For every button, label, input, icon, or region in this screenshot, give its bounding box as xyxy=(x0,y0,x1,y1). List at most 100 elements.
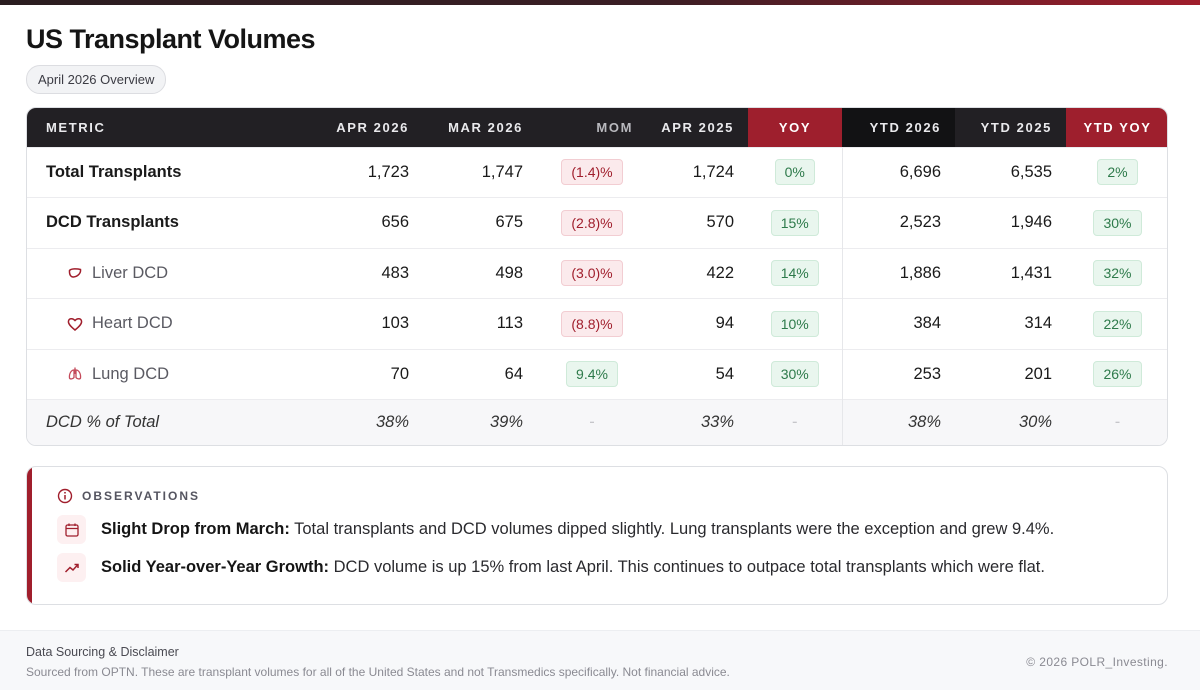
summary-ytdyoy-cell: - xyxy=(1066,399,1167,445)
mar2026-cell: 113 xyxy=(423,298,537,349)
ytdyoy-cell: 32% xyxy=(1066,247,1167,299)
ytdyoy-cell: 22% xyxy=(1066,298,1167,349)
ytdyoy-cell: 30% xyxy=(1066,197,1167,248)
ytd2026-cell: 253 xyxy=(841,348,955,400)
summary-mar2026-cell: 39% xyxy=(423,399,537,445)
yoy-badge: 10% xyxy=(770,310,819,337)
table-row: Total Transplants 1,723 1,747 (1.4)% 1,7… xyxy=(27,146,1167,198)
summary-apr2026-cell: 38% xyxy=(267,399,423,445)
observation-item: Slight Drop from March: Total transplant… xyxy=(57,515,1054,544)
apr2025-cell: 570 xyxy=(647,197,748,248)
metric-cell: Lung DCD xyxy=(27,348,267,400)
apr2026-cell: 1,723 xyxy=(267,146,423,198)
mar2026-cell: 675 xyxy=(423,197,537,248)
summary-ytd2025-cell: 30% xyxy=(955,399,1066,445)
observation-text: Solid Year-over-Year Growth: DCD volume … xyxy=(101,558,1045,576)
ytd2026-cell: 6,696 xyxy=(841,146,955,198)
top-accent-bar xyxy=(0,0,1200,5)
yoy-cell: 0% xyxy=(748,146,842,198)
period-pill: April 2026 Overview xyxy=(26,65,167,94)
col-header-mom: MOM xyxy=(537,108,647,147)
trending-up-icon xyxy=(57,553,86,582)
observation-heading: Slight Drop from March: xyxy=(101,520,290,538)
ytd2025-cell: 1,946 xyxy=(955,197,1066,248)
mom-cell: (1.4)% xyxy=(537,146,647,198)
page-header: US Transplant Volumes April 2026 Overvie… xyxy=(26,24,316,94)
ytd2026-cell: 384 xyxy=(841,298,955,349)
apr2025-cell: 1,724 xyxy=(647,146,748,198)
summary-row: DCD % of Total 38% 39% - 33% - 38% 30% - xyxy=(27,399,1167,445)
metric-cell: DCD Transplants xyxy=(27,197,267,248)
observation-text: Slight Drop from March: Total transplant… xyxy=(101,520,1055,538)
col-header-apr2026: APR 2026 xyxy=(267,108,423,147)
metric-cell: Liver DCD xyxy=(27,247,267,299)
mom-badge: 9.4% xyxy=(566,361,618,388)
ytdyoy-badge: 32% xyxy=(1093,260,1142,287)
ytd2026-cell: 1,886 xyxy=(841,247,955,299)
ytd2025-cell: 6,535 xyxy=(955,146,1066,198)
observation-item: Solid Year-over-Year Growth: DCD volume … xyxy=(57,553,1045,582)
observations-label: OBSERVATIONS xyxy=(82,489,201,503)
yoy-cell: 10% xyxy=(748,298,842,349)
mom-cell: 9.4% xyxy=(537,348,647,400)
lungs-icon xyxy=(67,366,83,382)
col-header-mar2026: MAR 2026 xyxy=(423,108,537,147)
page-title: US Transplant Volumes xyxy=(26,24,316,54)
observation-heading: Solid Year-over-Year Growth: xyxy=(101,558,330,576)
mar2026-cell: 64 xyxy=(423,348,537,400)
volumes-table: METRIC APR 2026 MAR 2026 MOM APR 2025 YO… xyxy=(27,108,1167,445)
metric-cell: Heart DCD xyxy=(27,298,267,349)
observations-card: OBSERVATIONS Slight Drop from March: Tot… xyxy=(26,466,1168,605)
copyright: © 2026 POLR_Investing. xyxy=(1026,655,1168,669)
mar2026-cell: 1,747 xyxy=(423,146,537,198)
mom-badge: (8.8)% xyxy=(561,310,623,337)
ytdyoy-cell: 26% xyxy=(1066,348,1167,400)
ytdyoy-badge: 30% xyxy=(1093,209,1142,236)
summary-yoy-cell: - xyxy=(748,399,842,445)
mar2026-cell: 498 xyxy=(423,247,537,299)
observations-header: OBSERVATIONS xyxy=(57,488,200,504)
calendar-icon xyxy=(57,515,86,544)
disclaimer-text: Sourced from OPTN. These are transplant … xyxy=(26,665,730,679)
table-row: DCD Transplants 656 675 (2.8)% 570 15% 2… xyxy=(27,197,1167,248)
apr2026-cell: 483 xyxy=(267,247,423,299)
summary-mom-cell: - xyxy=(537,399,647,445)
yoy-cell: 15% xyxy=(748,197,842,248)
ytdyoy-cell: 2% xyxy=(1066,146,1167,198)
mom-badge: (3.0)% xyxy=(561,260,623,287)
col-header-yoy: YOY xyxy=(748,108,842,147)
mom-badge: (2.8)% xyxy=(561,209,623,236)
ytdyoy-badge: 22% xyxy=(1093,310,1142,337)
yoy-cell: 14% xyxy=(748,247,842,299)
mom-cell: (3.0)% xyxy=(537,247,647,299)
apr2025-cell: 94 xyxy=(647,298,748,349)
yoy-badge: 0% xyxy=(774,159,815,186)
ytd2025-cell: 201 xyxy=(955,348,1066,400)
table-row: Liver DCD 483 498 (3.0)% 422 14% 1,886 1… xyxy=(27,247,1167,299)
info-icon xyxy=(57,488,73,504)
yoy-badge: 30% xyxy=(770,361,819,388)
col-header-apr2025: APR 2025 xyxy=(647,108,748,147)
observations-accent-bar xyxy=(27,467,32,604)
table-row: Heart DCD 103 113 (8.8)% 94 10% 384 314 … xyxy=(27,298,1167,349)
table-header-row: METRIC APR 2026 MAR 2026 MOM APR 2025 YO… xyxy=(27,108,1167,147)
mom-cell: (8.8)% xyxy=(537,298,647,349)
ytd2025-cell: 314 xyxy=(955,298,1066,349)
volumes-table-card: METRIC APR 2026 MAR 2026 MOM APR 2025 YO… xyxy=(26,107,1168,446)
apr2026-cell: 70 xyxy=(267,348,423,400)
ytd2025-cell: 1,431 xyxy=(955,247,1066,299)
summary-apr2025-cell: 33% xyxy=(647,399,748,445)
summary-ytd2026-cell: 38% xyxy=(841,399,955,445)
liver-icon xyxy=(67,265,83,281)
ytd2026-cell: 2,523 xyxy=(841,197,955,248)
col-header-ytd2026: YTD 2026 xyxy=(842,108,955,147)
apr2025-cell: 54 xyxy=(647,348,748,400)
ytdyoy-badge: 2% xyxy=(1097,159,1138,186)
table-row: Lung DCD 70 64 9.4% 54 30% 253 201 26% xyxy=(27,348,1167,400)
yoy-cell: 30% xyxy=(748,348,842,400)
heart-icon xyxy=(67,316,83,332)
col-header-metric: METRIC xyxy=(27,108,267,147)
apr2026-cell: 656 xyxy=(267,197,423,248)
mom-badge: (1.4)% xyxy=(561,159,623,186)
apr2025-cell: 422 xyxy=(647,247,748,299)
